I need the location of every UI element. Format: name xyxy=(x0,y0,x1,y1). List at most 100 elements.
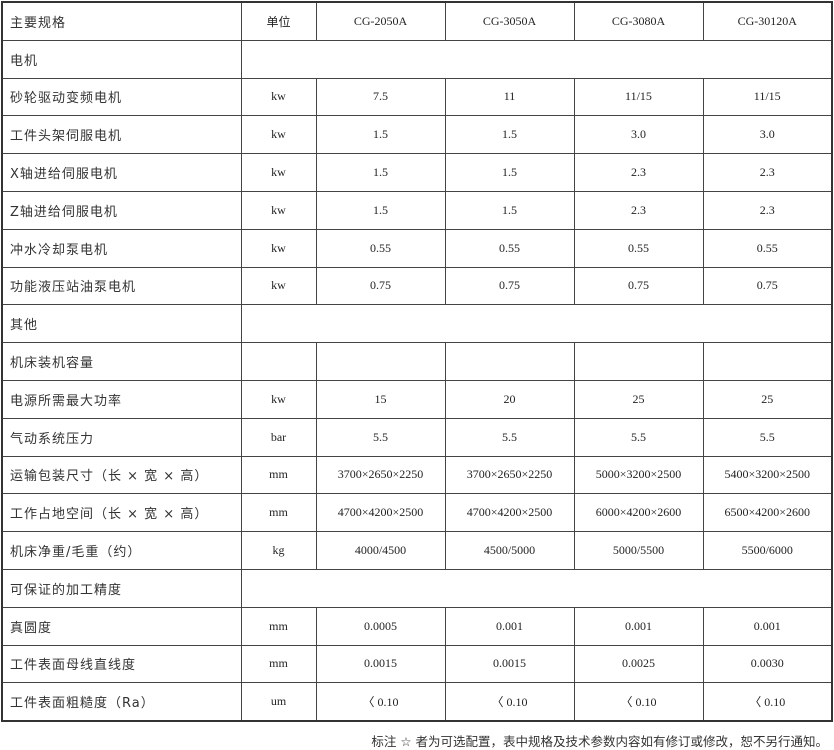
row-label: 工件表面粗糙度（Ra） xyxy=(1,682,242,722)
section-row: 电机 xyxy=(1,39,833,79)
row-value: 6500×4200×2600 xyxy=(702,493,833,533)
row-value: 4700×4200×2500 xyxy=(315,493,446,533)
table-row: 机床装机容量 xyxy=(1,342,833,381)
row-value: 3.0 xyxy=(573,115,704,155)
row-label: 电源所需最大功率 xyxy=(1,379,242,419)
row-label: 气动系统压力 xyxy=(1,417,242,457)
row-value: 0.001 xyxy=(573,606,704,646)
row-unit: mm xyxy=(240,455,317,495)
row-value: 0.75 xyxy=(315,266,446,306)
row-value: 1.5 xyxy=(315,153,446,192)
row-value: 1.5 xyxy=(315,115,446,155)
table-row: 气动系统压力 bar 5.5 5.5 5.5 5.5 xyxy=(1,417,833,457)
row-unit: kw xyxy=(240,115,317,155)
row-value: 0.0015 xyxy=(444,644,575,684)
row-value: 0.75 xyxy=(702,266,833,306)
row-value: 0.55 xyxy=(702,228,833,268)
table-row: 工件表面母线直线度 mm 0.0015 0.0015 0.0025 0.0030 xyxy=(1,644,833,684)
row-value: 25 xyxy=(702,379,833,419)
row-label: 工件表面母线直线度 xyxy=(1,644,242,684)
header-model: CG-30120A xyxy=(702,1,833,41)
row-value xyxy=(702,342,833,381)
section-row: 其他 xyxy=(1,304,833,344)
row-value: 1.5 xyxy=(444,153,575,192)
row-unit: mm xyxy=(240,606,317,646)
section-blank xyxy=(240,568,833,608)
row-value: 0.0025 xyxy=(573,644,704,684)
table-row: 工件表面粗糙度（Ra） um 〈 0.10 〈 0.10 〈 0.10 〈 0.10 xyxy=(1,682,833,722)
table-row: 砂轮驱动变频电机 kw 7.5 11 11/15 11/15 xyxy=(1,77,833,117)
row-value: 11 xyxy=(444,77,575,117)
row-value: 2.3 xyxy=(702,153,833,192)
row-value: 3700×2650×2250 xyxy=(444,455,575,495)
row-value: 5500/6000 xyxy=(702,531,833,570)
row-unit: kw xyxy=(240,77,317,117)
row-value: 11/15 xyxy=(573,77,704,117)
row-unit: kw xyxy=(240,190,317,230)
row-value: 5000/5500 xyxy=(573,531,704,570)
table-row: 冲水冷却泵电机 kw 0.55 0.55 0.55 0.55 xyxy=(1,228,833,268)
row-value: 3.0 xyxy=(702,115,833,155)
row-value: 5000×3200×2500 xyxy=(573,455,704,495)
row-value: 4000/4500 xyxy=(315,531,446,570)
row-unit: mm xyxy=(240,493,317,533)
row-label: Z轴进给伺服电机 xyxy=(1,190,242,230)
row-value: 3700×2650×2250 xyxy=(315,455,446,495)
header-model: CG-2050A xyxy=(315,1,446,41)
row-value: 0.0015 xyxy=(315,644,446,684)
row-value: 20 xyxy=(444,379,575,419)
row-unit: kw xyxy=(240,228,317,268)
row-label: 工件头架伺服电机 xyxy=(1,115,242,155)
row-label: X轴进给伺服电机 xyxy=(1,153,242,192)
row-value: 0.001 xyxy=(702,606,833,646)
row-value: 1.5 xyxy=(444,190,575,230)
row-label: 其他 xyxy=(1,304,242,344)
row-value: 〈 0.10 xyxy=(702,682,833,722)
row-label: 真圆度 xyxy=(1,606,242,646)
row-value: 0.55 xyxy=(444,228,575,268)
row-label: 可保证的加工精度 xyxy=(1,568,242,608)
row-unit xyxy=(240,342,317,381)
header-model: CG-3080A xyxy=(573,1,704,41)
row-unit: bar xyxy=(240,417,317,457)
row-value: 0.55 xyxy=(573,228,704,268)
section-blank xyxy=(240,304,833,344)
row-value: 4500/5000 xyxy=(444,531,575,570)
table-row: 工作占地空间（长 × 宽 × 高） mm 4700×4200×2500 4700×42… xyxy=(1,493,833,533)
row-value: 7.5 xyxy=(315,77,446,117)
row-label: 机床净重/毛重（约） xyxy=(1,531,242,570)
table-row: 运输包装尺寸（长 × 宽 × 高） mm 3700×2650×2250 3700×26… xyxy=(1,455,833,495)
row-unit: mm xyxy=(240,644,317,684)
row-value: 5.5 xyxy=(573,417,704,457)
row-value xyxy=(573,342,704,381)
row-value: 11/15 xyxy=(702,77,833,117)
row-unit: kw xyxy=(240,153,317,192)
section-row: 可保证的加工精度 xyxy=(1,568,833,608)
row-label: 工作占地空间（长 × 宽 × 高） xyxy=(1,493,242,533)
table-row: 功能液压站油泵电机 kw 0.75 0.75 0.75 0.75 xyxy=(1,266,833,306)
row-unit: um xyxy=(240,682,317,722)
row-value: 0.75 xyxy=(573,266,704,306)
row-label: 电机 xyxy=(1,39,242,79)
header-model: CG-3050A xyxy=(444,1,575,41)
row-value: 5400×3200×2500 xyxy=(702,455,833,495)
row-value: 5.5 xyxy=(702,417,833,457)
row-value xyxy=(444,342,575,381)
row-label: 机床装机容量 xyxy=(1,342,242,381)
row-value: 0.75 xyxy=(444,266,575,306)
row-value xyxy=(315,342,446,381)
row-label: 功能液压站油泵电机 xyxy=(1,266,242,306)
row-unit: kw xyxy=(240,266,317,306)
row-label: 砂轮驱动变频电机 xyxy=(1,77,242,117)
row-value: 6000×4200×2600 xyxy=(573,493,704,533)
row-value: 〈 0.10 xyxy=(444,682,575,722)
section-blank xyxy=(240,39,833,79)
row-value: 2.3 xyxy=(702,190,833,230)
table-row: 真圆度 mm 0.0005 0.001 0.001 0.001 xyxy=(1,606,833,646)
table-row: 工件头架伺服电机 kw 1.5 1.5 3.0 3.0 xyxy=(1,115,833,155)
row-value: 0.0030 xyxy=(702,644,833,684)
row-unit: kw xyxy=(240,379,317,419)
table-row: 电源所需最大功率 kw 15 20 25 25 xyxy=(1,379,833,419)
row-unit: kg xyxy=(240,531,317,570)
row-value: 1.5 xyxy=(444,115,575,155)
